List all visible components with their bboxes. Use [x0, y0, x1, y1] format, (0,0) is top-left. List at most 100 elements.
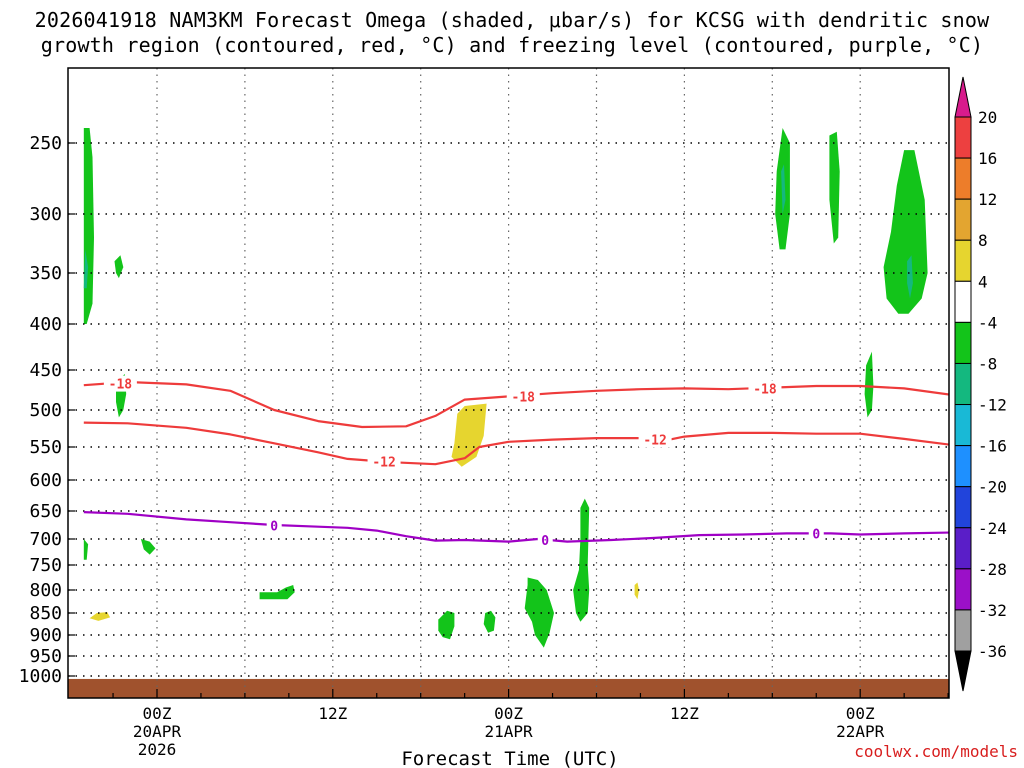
contour-label: -12 — [643, 434, 666, 449]
contour-label: -18 — [109, 378, 133, 393]
colorbar-swatch — [954, 445, 972, 488]
omega-region — [438, 267, 511, 454]
contour-label: -12 — [372, 456, 395, 471]
omega-region — [483, 610, 496, 633]
contour-label-bg — [367, 453, 401, 470]
contour-label-bg — [103, 375, 137, 392]
omega-shading-layer — [83, 128, 949, 666]
colorbar-swatch — [954, 239, 972, 282]
omega-region — [649, 511, 656, 539]
omega-region — [864, 351, 874, 418]
omega-region — [83, 610, 319, 666]
omega-region — [83, 539, 89, 560]
omega-region — [496, 171, 511, 232]
colorbar-swatch — [954, 157, 972, 200]
omega-region — [555, 374, 619, 493]
omega-region — [99, 456, 113, 511]
colorbar-label: 16 — [978, 149, 997, 168]
colorbar-swatch — [954, 280, 972, 323]
x-tick-label: 12Z — [670, 704, 699, 723]
colorbar-swatch — [954, 609, 972, 652]
contour-label: -18 — [753, 382, 777, 397]
omega-region — [570, 333, 584, 386]
omega-region — [508, 641, 515, 658]
colorbar: 20 16 12 8 4 -4 -8 -12 -16 -20 -24 -28 -32 -36 — [954, 76, 1007, 692]
colorbar-label: 8 — [978, 231, 988, 250]
colorbar-label: -28 — [978, 560, 1007, 579]
y-tick-label: 800 — [29, 580, 62, 601]
x-tick-label: 00Z — [494, 704, 523, 723]
colorbar-label: 20 — [978, 108, 997, 127]
omega-region — [83, 128, 94, 324]
omega-region — [781, 164, 786, 214]
x-tick-label: 2026 — [138, 740, 177, 759]
omega-region — [89, 612, 111, 621]
colorbar-top-arrow — [954, 76, 972, 118]
omega-region — [438, 610, 455, 640]
y-tick-label: 950 — [29, 646, 62, 667]
watermark: coolwx.com/models — [854, 742, 1018, 761]
colorbar-bottom-arrow — [954, 650, 972, 692]
y-tick-label: 750 — [29, 555, 62, 576]
omega-region — [524, 577, 554, 648]
colorbar-label: -12 — [978, 396, 1007, 415]
y-tick-label: 900 — [29, 625, 62, 646]
colorbar-label: -8 — [978, 354, 997, 373]
contour-label: 0 — [270, 520, 278, 535]
colorbar-swatch — [954, 116, 972, 159]
colorbar-swatch — [954, 486, 972, 529]
colorbar-label: -16 — [978, 437, 1007, 456]
omega-region — [685, 557, 705, 631]
y-tick-label: 1000 — [19, 666, 62, 687]
y-tick-label: 350 — [29, 263, 62, 284]
contour-label-bg — [506, 388, 540, 405]
omega-region — [451, 403, 487, 467]
contour-line — [83, 421, 949, 466]
colorbar-label: 4 — [978, 272, 988, 291]
colorbar-swatch — [954, 404, 972, 447]
y-tick-label: 250 — [29, 133, 62, 154]
colorbar-label: -24 — [978, 519, 1007, 538]
y-tick-label: 850 — [29, 603, 62, 624]
colorbar-swatch — [954, 198, 972, 241]
y-tick-label: 700 — [29, 529, 62, 550]
contour-label-bg — [266, 517, 282, 534]
omega-region — [129, 463, 153, 487]
contour-label: -18 — [512, 390, 536, 405]
chart-title-line-1: 2026041918 NAM3KM Forecast Omega (shaded… — [34, 8, 990, 32]
omega-region — [259, 585, 295, 600]
contour-label-bg — [748, 380, 782, 397]
y-tick-label: 450 — [29, 360, 62, 381]
y-tick-label: 550 — [29, 437, 62, 458]
x-tick-label: 00Z — [143, 704, 172, 723]
omega-region — [573, 498, 590, 622]
omega-region — [942, 621, 949, 633]
y-tick-label: 300 — [29, 204, 62, 225]
y-axis: 2503003504004505005506006507007508008509… — [19, 133, 75, 687]
x-tick-label: 00Z — [846, 704, 875, 723]
omega-region — [634, 582, 639, 600]
omega-region — [907, 255, 913, 299]
colorbar-swatch — [954, 568, 972, 611]
y-tick-label: 650 — [29, 501, 62, 522]
colorbar-label: -4 — [978, 313, 997, 332]
x-tick-label: 20APR — [133, 722, 182, 741]
omega-region — [735, 613, 751, 631]
contour-layer: -18 -18 -18 -12 -12 0 0 0 — [83, 375, 949, 549]
omega-region — [83, 249, 89, 289]
colorbar-label: -36 — [978, 642, 1007, 661]
x-tick-label: 21APR — [485, 722, 534, 741]
contour-line — [83, 511, 949, 543]
contour-label-bg — [537, 532, 553, 549]
grid-layer — [68, 68, 949, 698]
contour-label: 0 — [541, 534, 549, 549]
omega-region — [829, 131, 840, 244]
omega-region — [696, 398, 702, 517]
colorbar-label: -32 — [978, 601, 1007, 620]
chart-title-line-2: growth region (contoured, red, °C) and f… — [40, 33, 984, 57]
x-tick-label: 22APR — [836, 722, 885, 741]
contour-label: 0 — [812, 527, 820, 542]
colorbar-swatch — [954, 527, 972, 570]
